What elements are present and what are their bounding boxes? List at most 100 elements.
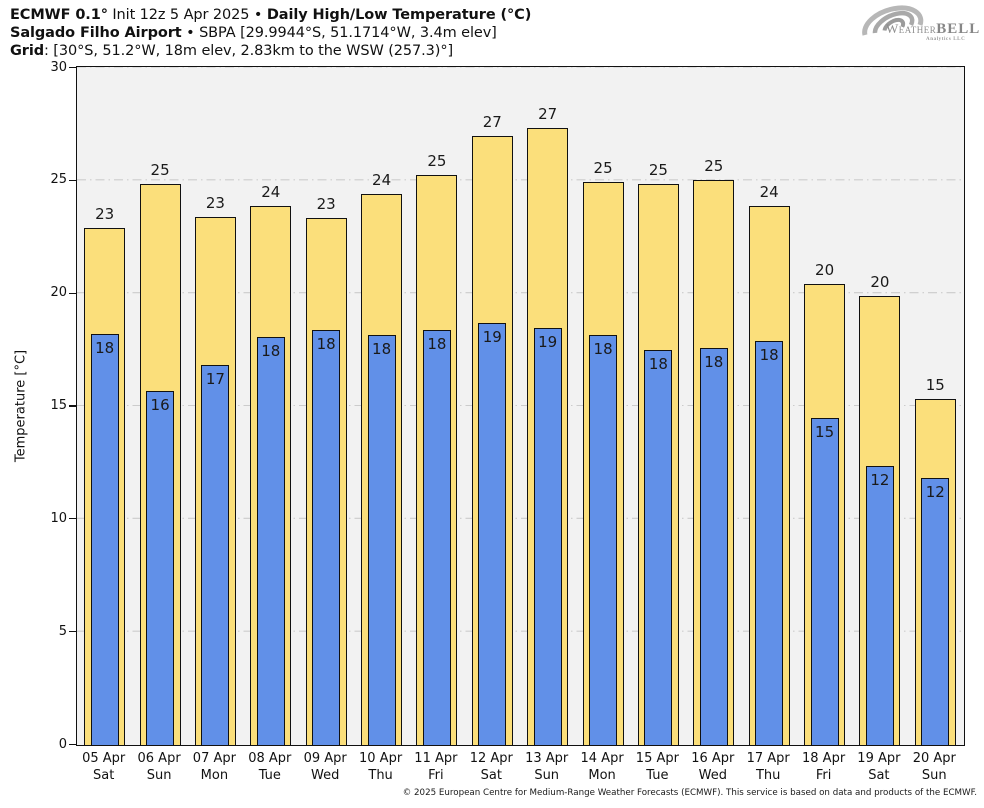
x-tick-label: 13 Apr Sun: [515, 750, 579, 784]
x-tick-day: Fri: [428, 768, 444, 783]
low-temp-value: 18: [648, 355, 668, 374]
x-tick-label: 19 Apr Sat: [847, 750, 911, 784]
logo-bell-text: BELL: [936, 21, 981, 37]
low-temp-value: 15: [815, 422, 835, 441]
low-temp-bar: [589, 335, 618, 745]
x-tick-label: 08 Apr Tue: [238, 750, 302, 784]
x-tick-day: Sun: [921, 768, 947, 783]
x-tick-label: 20 Apr Sun: [902, 750, 966, 784]
y-tick-label: 25: [50, 172, 67, 188]
x-tick-date: 08 Apr: [248, 751, 292, 766]
x-tick-date: 15 Apr: [635, 751, 679, 766]
x-tick-date: 17 Apr: [746, 751, 790, 766]
title-line-3: Grid: [30°S, 51.2°W, 18m elev, 2.83km to…: [10, 42, 531, 60]
x-tick-day: Sat: [93, 768, 115, 783]
y-tick-mark: [69, 518, 76, 520]
x-tick-date: 06 Apr: [137, 751, 181, 766]
low-temp-bar: [755, 341, 784, 745]
y-tick-mark: [69, 66, 76, 69]
chart-header: ECMWF 0.1° Init 12z 5 Apr 2025 • Daily H…: [10, 6, 531, 60]
grid-label: Grid: [10, 43, 45, 59]
high-temp-value: 27: [482, 112, 502, 131]
y-tick-label: 15: [50, 398, 67, 413]
x-tick-label: 06 Apr Sun: [127, 750, 191, 784]
low-temp-bar: [699, 347, 728, 745]
title-line-2: Salgado Filho Airport • SBPA [29.9944°S,…: [10, 24, 531, 42]
y-tick-mark: [69, 179, 76, 181]
high-temp-value: 23: [95, 205, 115, 224]
grid-coords: : [30°S, 51.2°W, 18m elev, 2.83km to the…: [44, 43, 454, 59]
y-axis-title: Temperature [°C]: [13, 349, 29, 463]
x-tick-label: 10 Apr Thu: [349, 750, 413, 784]
low-temp-bar: [367, 335, 396, 745]
low-temp-value: 18: [261, 341, 281, 360]
high-temp-value: 24: [759, 182, 779, 201]
low-temp-value: 16: [150, 395, 170, 414]
y-tick-label: 30: [50, 59, 67, 75]
x-tick-date: 07 Apr: [192, 751, 236, 766]
low-temp-value: 18: [372, 340, 392, 359]
low-temp-bar: [921, 477, 950, 745]
x-tick-date: 12 Apr: [469, 751, 513, 766]
x-tick-date: 10 Apr: [359, 751, 403, 766]
y-tick-label: 5: [58, 623, 67, 639]
x-tick-label: 05 Apr Sat: [72, 750, 136, 784]
x-tick-date: 14 Apr: [580, 751, 624, 766]
low-temp-bar: [810, 417, 839, 745]
low-temp-bar: [146, 390, 175, 745]
x-tick-day: Sun: [534, 768, 560, 783]
low-temp-bar: [90, 334, 119, 745]
high-temp-value: 25: [648, 161, 668, 180]
low-temp-value: 18: [704, 352, 724, 371]
logo-wordmark: WeatherBELL: [886, 20, 980, 38]
high-temp-value: 25: [150, 161, 170, 180]
title-line-1: ECMWF 0.1° Init 12z 5 Apr 2025 • Daily H…: [10, 6, 531, 24]
x-tick-label: 09 Apr Wed: [293, 750, 357, 784]
high-temp-value: 24: [372, 171, 392, 190]
high-temp-value: 24: [261, 182, 281, 201]
x-tick-date: 11 Apr: [414, 751, 458, 766]
low-temp-bar: [865, 466, 894, 745]
low-temp-bar: [201, 364, 230, 745]
y-tick-mark: [69, 292, 76, 294]
x-tick-day: Sun: [146, 768, 172, 783]
low-temp-bar: [644, 350, 673, 745]
x-tick-day: Sat: [480, 768, 502, 783]
x-tick-day: Mon: [200, 768, 229, 783]
x-tick-date: 19 Apr: [857, 751, 901, 766]
x-tick-day: Sat: [868, 768, 890, 783]
low-temp-value: 12: [925, 482, 945, 501]
high-temp-value: 25: [593, 159, 613, 177]
x-tick-day: Tue: [258, 768, 281, 783]
x-tick-day: Thu: [755, 768, 781, 783]
low-temp-value: 17: [205, 369, 225, 388]
high-temp-value: 20: [815, 260, 835, 279]
x-tick-label: 07 Apr Mon: [182, 750, 246, 784]
low-temp-value: 12: [870, 471, 890, 490]
low-temp-value: 18: [316, 334, 336, 353]
plot-area: 23 18 25 16 23 17 24 18 23 18 24 18 25 18 27 19 27 19 25 18…: [76, 66, 965, 746]
x-tick-date: 20 Apr: [912, 751, 956, 766]
y-tick-mark: [69, 631, 76, 633]
low-temp-bar: [422, 329, 451, 745]
high-temp-value: 25: [704, 156, 724, 175]
low-temp-bar: [256, 336, 285, 745]
x-tick-label: 12 Apr Sat: [459, 750, 523, 784]
high-temp-value: 25: [427, 152, 447, 171]
y-tick-mark: [69, 405, 76, 407]
low-temp-value: 19: [482, 328, 502, 346]
y-tick-label: 0: [58, 736, 67, 752]
station-coords: • SBPA [29.9944°S, 51.1714°W, 3.4m elev]: [181, 25, 497, 41]
x-tick-label: 17 Apr Thu: [736, 750, 800, 784]
x-tick-date: 18 Apr: [802, 751, 846, 766]
low-temp-value: 18: [95, 339, 115, 358]
logo-weather-text: Weather: [886, 21, 937, 36]
x-tick-day: Thu: [368, 768, 393, 783]
x-tick-day: Fri: [815, 768, 832, 783]
x-tick-day: Wed: [698, 768, 727, 783]
x-tick-label: 16 Apr Wed: [681, 750, 745, 784]
logo-subtitle: Analytics LLC: [926, 37, 966, 42]
x-tick-day: Mon: [588, 768, 616, 783]
x-tick-date: 05 Apr: [82, 751, 126, 766]
